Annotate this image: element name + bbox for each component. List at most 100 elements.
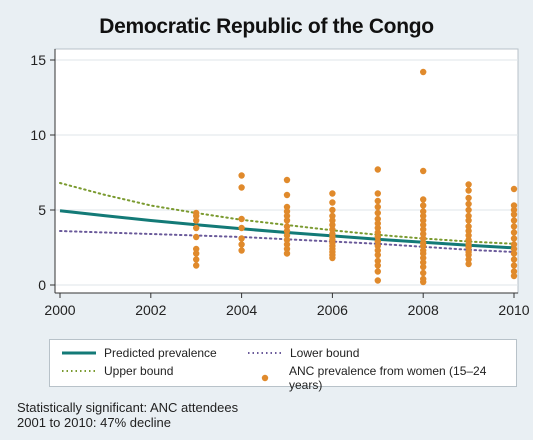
scatter-point xyxy=(465,194,472,202)
y-tick-label: 15 xyxy=(30,52,46,68)
scatter-point xyxy=(283,217,291,224)
legend-swatch-predicted xyxy=(62,351,96,355)
scatter-point xyxy=(283,208,291,215)
scatter-point xyxy=(193,250,200,257)
legend-label-predicted: Predicted prevalence xyxy=(104,346,217,360)
scatter-point xyxy=(283,176,291,184)
scatter-point xyxy=(283,223,291,230)
scatter-point xyxy=(420,235,427,242)
scatter-point xyxy=(420,259,427,266)
scatter-point xyxy=(465,256,472,263)
scatter-point xyxy=(374,233,381,241)
x-tick-label: 2000 xyxy=(44,302,75,318)
scatter-point xyxy=(374,277,381,284)
x-tick-label: 2006 xyxy=(317,302,348,318)
scatter-point xyxy=(510,202,518,209)
legend: Predicted prevalence Upper bound Lower b… xyxy=(49,339,517,392)
series-points xyxy=(193,68,518,286)
scatter-point xyxy=(510,256,518,263)
scatter-point xyxy=(465,223,472,230)
scatter-point xyxy=(420,221,427,229)
scatter-point xyxy=(283,250,291,257)
scatter-point xyxy=(374,166,381,173)
scatter-point xyxy=(465,181,472,188)
scatter-point xyxy=(465,232,472,239)
scatter-point xyxy=(193,233,200,241)
scatter-point xyxy=(465,251,472,259)
scatter-point xyxy=(283,245,291,253)
scatter-point xyxy=(420,212,427,220)
x-tick-label: 2008 xyxy=(408,302,439,318)
scatter-point xyxy=(283,203,291,211)
scatter-point xyxy=(238,172,245,179)
note-line-2: 2001 to 2010: 47% decline xyxy=(17,415,171,430)
scatter-point xyxy=(510,268,518,275)
scatter-point xyxy=(283,241,291,248)
scatter-point xyxy=(238,241,245,248)
y-tick-label: 5 xyxy=(38,202,46,218)
note-line-1: Statistically significant: ANC attendees xyxy=(17,400,239,415)
scatter-point xyxy=(465,187,472,194)
scatter-point xyxy=(193,262,200,269)
scatter-point xyxy=(510,235,518,242)
legend-swatch-lower xyxy=(248,352,282,354)
scatter-point xyxy=(374,268,381,275)
scatter-point xyxy=(420,217,427,224)
scatter-point xyxy=(374,197,381,205)
scatter-point xyxy=(283,227,291,235)
scatter-point xyxy=(329,217,336,224)
legend-item-predicted: Predicted prevalence xyxy=(62,346,217,360)
legend-item-lower: Lower bound xyxy=(248,346,359,360)
legend-item-anc: ANC prevalence from women (15–24 years) xyxy=(248,364,516,392)
scatter-point xyxy=(510,211,518,218)
legend-swatch-upper xyxy=(62,370,96,372)
scatter-point xyxy=(420,242,427,250)
scatter-point xyxy=(374,229,381,236)
legend-label-upper: Upper bound xyxy=(104,364,174,378)
scatter-point xyxy=(510,241,518,248)
chart-title: Democratic Republic of the Congo xyxy=(99,15,434,38)
significance-note: Statistically significant: ANC attendees… xyxy=(17,400,238,430)
scatter-point xyxy=(238,224,245,232)
scatter-point xyxy=(510,185,518,193)
scatter-point xyxy=(374,215,381,223)
legend-label-lower: Lower bound xyxy=(290,346,360,360)
chart-canvas: 0 5 10 15 2000 2002 2004 2006 2008 2010 xyxy=(30,48,530,318)
scatter-point xyxy=(420,230,427,238)
scatter-point xyxy=(329,206,336,214)
scatter-point xyxy=(374,190,381,197)
scatter-point xyxy=(283,191,291,199)
scatter-point xyxy=(193,245,200,253)
scatter-point xyxy=(465,244,472,251)
scatter-point xyxy=(374,242,381,250)
scatter-point xyxy=(374,220,381,227)
scatter-point xyxy=(465,212,472,220)
scatter-point xyxy=(283,236,291,244)
scatter-point xyxy=(465,217,472,224)
legend-item-upper: Upper bound xyxy=(62,364,173,378)
scatter-point xyxy=(193,256,200,263)
scatter-point xyxy=(420,254,427,262)
scatter-point xyxy=(510,245,518,253)
scatter-point xyxy=(510,250,518,257)
scatter-point xyxy=(420,269,427,277)
scatter-point xyxy=(193,224,200,232)
scatter-point xyxy=(465,260,472,268)
scatter-point xyxy=(374,247,381,254)
x-tick-label: 2002 xyxy=(135,302,166,318)
scatter-point xyxy=(420,278,427,286)
scatter-point xyxy=(238,247,245,254)
scatter-point xyxy=(510,229,518,236)
x-tick-label: 2010 xyxy=(498,302,529,318)
scatter-point xyxy=(420,202,427,209)
scatter-point xyxy=(329,212,336,220)
scatter-point xyxy=(238,235,245,242)
scatter-point xyxy=(329,221,336,229)
scatter-point xyxy=(465,206,472,214)
scatter-point xyxy=(193,212,200,220)
scatter-point xyxy=(329,190,336,197)
scatter-point xyxy=(420,196,427,203)
scatter-point xyxy=(420,250,427,257)
scatter-point xyxy=(420,208,427,215)
y-tick-label: 0 xyxy=(38,277,46,293)
